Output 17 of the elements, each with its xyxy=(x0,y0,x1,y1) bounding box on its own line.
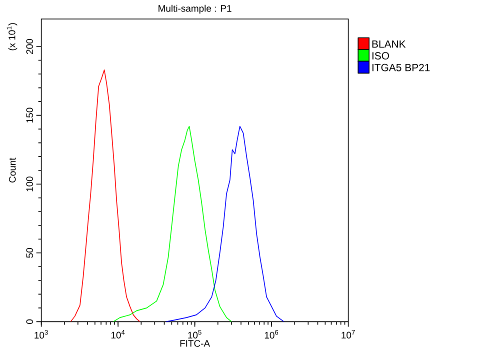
y-tick-label: 0 xyxy=(26,320,33,324)
text: (x 10$^{1}$) xyxy=(6,23,18,50)
x-tick-label: 10$^{6}$ xyxy=(264,330,278,339)
chart-title: Multi-sample : P1 xyxy=(158,5,232,14)
x-tick-label: 10$^{7}$ xyxy=(342,330,355,339)
y-tick-label: 50 xyxy=(26,248,33,258)
legend-label: BLANK xyxy=(372,40,406,48)
x-tick-label: 10$^{3}$ xyxy=(34,330,48,339)
x-tick-label: 10$^{5}$ xyxy=(188,330,202,339)
x-axis-title: FITC-A xyxy=(180,340,210,347)
y-tick-label: 100 xyxy=(26,176,33,192)
legend-label: ISO xyxy=(372,52,389,60)
legend-label: ITGA5 BP21 xyxy=(372,64,430,72)
y-tick-label: 200 xyxy=(26,39,33,54)
x-tick-label: 10$^{4}$ xyxy=(111,330,125,339)
y-axis-title: Count xyxy=(9,158,16,183)
y-tick-label: 150 xyxy=(26,108,33,123)
